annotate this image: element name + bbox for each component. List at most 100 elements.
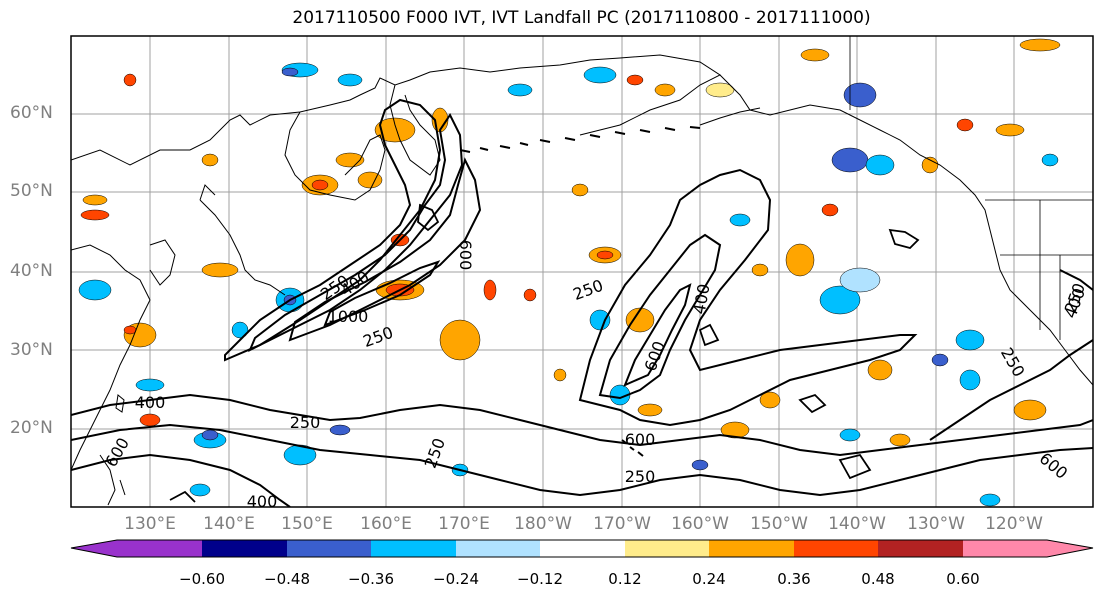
contour-250-central [578, 168, 918, 427]
lon-label: 150°E [281, 514, 333, 534]
lon-label: 130°E [124, 514, 176, 534]
anomaly-patch [231, 321, 249, 339]
lat-label: 50°N [10, 181, 53, 201]
anomaly-patch [654, 83, 676, 97]
okhotsk-coastline [284, 111, 386, 201]
lon-label: 150°W [750, 514, 808, 534]
colorbar-tick-label: −0.60 [179, 570, 225, 588]
anomaly-patch [705, 82, 735, 98]
anomaly-patch [955, 329, 985, 351]
anomaly-patch [819, 285, 861, 315]
asia-coastline [71, 54, 722, 166]
map-title: 2017110500 F000 IVT, IVT Landfall PC (20… [292, 8, 871, 28]
anomaly-patch [839, 267, 881, 293]
lon-label: 140°W [828, 514, 886, 534]
anomaly-patch [956, 118, 974, 132]
lon-label: 180°W [514, 514, 572, 534]
lon-label: 130°W [907, 514, 965, 534]
contour-400-central [598, 233, 722, 400]
contour-label: 600 [456, 240, 475, 271]
colorbar-tick-label: −0.24 [433, 570, 479, 588]
contour-small-4 [698, 323, 720, 347]
contour-label: 250 [290, 413, 321, 432]
philippines-coastline [99, 454, 126, 506]
anomaly-patch [921, 156, 939, 174]
alaska-peninsula [699, 107, 761, 126]
anomaly-patch [483, 279, 497, 301]
anomaly-patch [800, 48, 830, 62]
anomaly-patch [123, 325, 137, 335]
contour-400-south [71, 423, 1093, 497]
anomaly-patch [201, 262, 239, 278]
colorbar-tick-label: −0.36 [348, 570, 394, 588]
anomaly-patch [720, 421, 750, 439]
anomaly-patch [691, 459, 709, 471]
anomaly-patch [135, 378, 165, 392]
contour-label: 600 [625, 430, 656, 449]
colorbar-tick-label: 0.36 [777, 570, 811, 588]
anomaly-patch [583, 66, 617, 84]
anomaly-patch [139, 413, 161, 427]
contour-label: 400 [135, 393, 166, 412]
contour-600-south [71, 453, 291, 507]
contour-small-3 [798, 393, 827, 414]
korea-coastline [149, 239, 176, 286]
anomaly-patch [201, 429, 219, 441]
anomaly-patch [995, 123, 1025, 137]
anomaly-patch [1013, 399, 1047, 421]
anomaly-patch [889, 433, 911, 447]
anomaly-patch [374, 117, 416, 143]
anomaly-patch [759, 391, 781, 409]
contour-label: 400 [247, 492, 278, 511]
anomaly-patch [507, 83, 533, 97]
colorbar-tick-label: −0.48 [264, 570, 310, 588]
lat-label: 20°N [10, 418, 53, 438]
anomaly-patch [82, 194, 108, 206]
anomaly-patch [123, 73, 137, 87]
anomaly-patch [357, 171, 383, 189]
anomaly-patch [729, 213, 751, 227]
lon-label: 140°E [203, 514, 255, 534]
anomaly-patch [596, 250, 614, 260]
anomaly-patch [831, 147, 869, 173]
anomaly-patch [589, 309, 611, 331]
anomaly-patch [839, 428, 861, 442]
contour-600-central [623, 283, 692, 387]
anomaly-patch [201, 153, 219, 167]
contour-small-2 [888, 228, 920, 250]
china-coastline [71, 244, 151, 471]
anomaly-patch [1019, 38, 1061, 52]
kamchatka-coastline [389, 84, 441, 176]
lon-label: 170°E [438, 514, 490, 534]
lat-label: 40°N [10, 261, 53, 281]
anomaly-patch [281, 67, 299, 77]
anomaly-patch [751, 263, 769, 277]
anomaly-patch [78, 279, 112, 301]
anomaly-patch [523, 288, 537, 302]
lon-label: 160°E [360, 514, 412, 534]
contour-400-plume [248, 113, 464, 353]
anomaly-patch [311, 179, 329, 191]
contour-extra-2 [1059, 269, 1093, 291]
anomaly-patch [626, 74, 644, 86]
contour-small-6 [169, 490, 196, 503]
anomaly-patch [571, 183, 589, 197]
anomaly-patch [637, 403, 663, 417]
contour-1000-plume [323, 260, 441, 327]
contour-label: 250 [625, 467, 656, 486]
anomaly-patch [337, 73, 363, 87]
aleutian-islands [459, 126, 701, 153]
anomaly-patch [931, 353, 949, 367]
anomaly-patch [785, 243, 815, 277]
lat-label: 60°N [10, 103, 53, 123]
anomaly-patch [80, 209, 110, 221]
anomaly-patch [865, 154, 895, 176]
colorbar-tick-label: 0.60 [946, 570, 980, 588]
contour-250-plume [224, 98, 442, 362]
contour-250-south [71, 393, 1093, 457]
japan-coastline [199, 184, 286, 296]
anomaly-patch [553, 368, 567, 382]
ivt-contours [71, 98, 1093, 507]
contour-extra-1 [929, 339, 1093, 441]
